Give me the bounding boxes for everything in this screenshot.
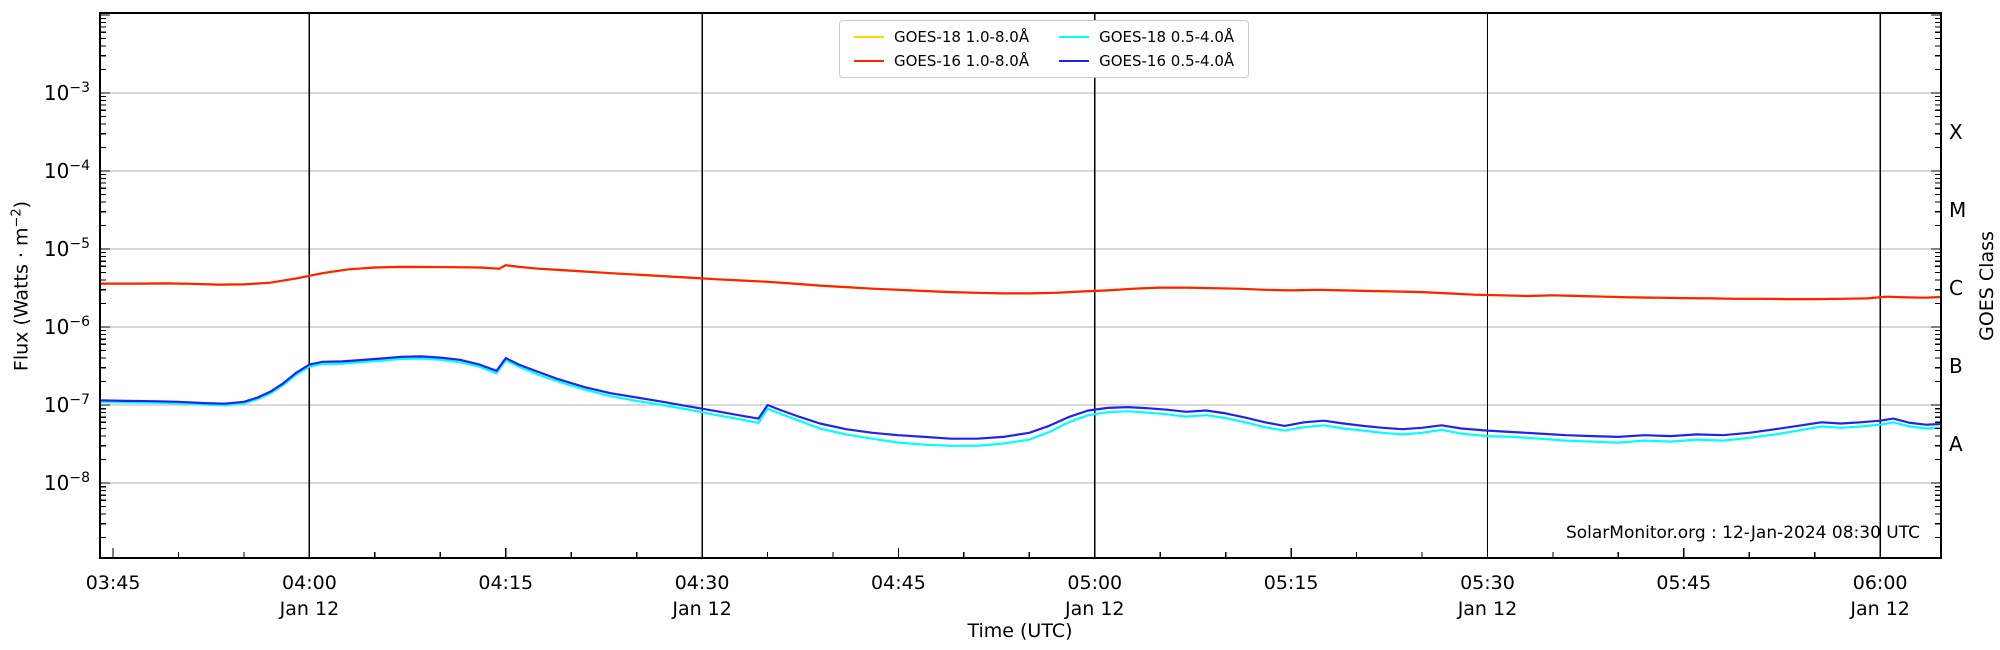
goes-class-label-c: C	[1949, 276, 1963, 300]
legend-label: GOES-16 0.5-4.0Å	[1099, 52, 1235, 70]
x-tick-day-label: Jan 12	[671, 598, 732, 620]
y-tick-label: 10−3	[44, 80, 90, 105]
x-axis-title: Time (UTC)	[967, 620, 1073, 642]
y-tick-label: 10−6	[44, 314, 90, 339]
goes-class-label-m: M	[1949, 198, 1967, 222]
x-tick-day-label: Jan 12	[1457, 598, 1518, 620]
legend-label: GOES-16 1.0-8.0Å	[894, 52, 1030, 70]
series-goes-16-1-0-8-0-	[100, 264, 1941, 301]
x-tick-label: 04:00	[282, 572, 337, 594]
legend-line-swatch	[1059, 36, 1090, 38]
x-tick-label: 05:15	[1264, 572, 1319, 594]
axis-ticks	[101, 14, 1940, 557]
x-tick-label: 04:30	[675, 572, 730, 594]
y-tick-label: 10−7	[44, 392, 90, 417]
legend-item: GOES-18 1.0-8.0Å	[852, 25, 1031, 49]
legend: GOES-18 1.0-8.0Å GOES-16 1.0-8.0Å GOES-18 …	[839, 20, 1250, 78]
y-tick-labels: 10−3 10−4 10−5 10−6 10−7 10−8	[44, 80, 90, 495]
legend-label: GOES-18 1.0-8.0Å	[894, 28, 1030, 46]
goes-class-label-a: A	[1949, 432, 1963, 456]
x-tick-label: 04:15	[478, 572, 533, 594]
y-axis-title: Flux (Watts · m−2)	[9, 201, 32, 371]
legend-item: GOES-18 0.5-4.0Å	[1057, 25, 1236, 49]
watermark-text: SolarMonitor.org : 12-Jan-2024 08:30 UTC	[1565, 523, 1920, 543]
legend-line-swatch	[1059, 60, 1090, 62]
goes-class-label-b: B	[1949, 354, 1963, 378]
y-axis-title-exponent: −2	[9, 208, 25, 228]
y-tick-label: 10−8	[44, 470, 90, 495]
x-tick-labels: 03:45 04:00 Jan 12 04:15 04:30 Jan 12 04:45 05:…	[86, 572, 1910, 620]
x-tick-label: 06:00	[1853, 572, 1908, 594]
y-axis-title-close: )	[10, 200, 33, 209]
x-tick-label: 03:45	[86, 572, 141, 594]
x-tick-label: 05:45	[1656, 572, 1711, 594]
right-axis-title: GOES Class	[1976, 231, 1998, 341]
x-tick-day-label: Jan 12	[1849, 598, 1910, 620]
goes-class-label-x: X	[1949, 120, 1963, 144]
x-tick-label: 04:45	[871, 572, 926, 594]
legend-item: GOES-16 0.5-4.0Å	[1057, 49, 1236, 73]
x-tick-day-label: Jan 12	[1064, 598, 1125, 620]
x-tick-label: 05:00	[1067, 572, 1122, 594]
y-axis-title-text: Flux (Watts · m	[10, 227, 33, 372]
plot-frame	[99, 12, 1942, 559]
legend-line-swatch	[854, 60, 884, 62]
legend-line-swatch	[854, 36, 884, 38]
y-tick-label: 10−4	[44, 158, 90, 183]
legend-label: GOES-18 0.5-4.0Å	[1099, 28, 1235, 46]
legend-item: GOES-16 1.0-8.0Å	[852, 49, 1031, 73]
x-tick-label: 05:30	[1460, 572, 1515, 594]
x-tick-day-label: Jan 12	[279, 598, 340, 620]
series-goes-18-0-5-4-0-	[100, 357, 1941, 447]
series-goes-16-0-5-4-0-	[100, 355, 1941, 440]
gridlines	[100, 13, 1941, 558]
y-tick-label: 10−5	[44, 236, 90, 261]
flux-curves	[100, 264, 1941, 447]
